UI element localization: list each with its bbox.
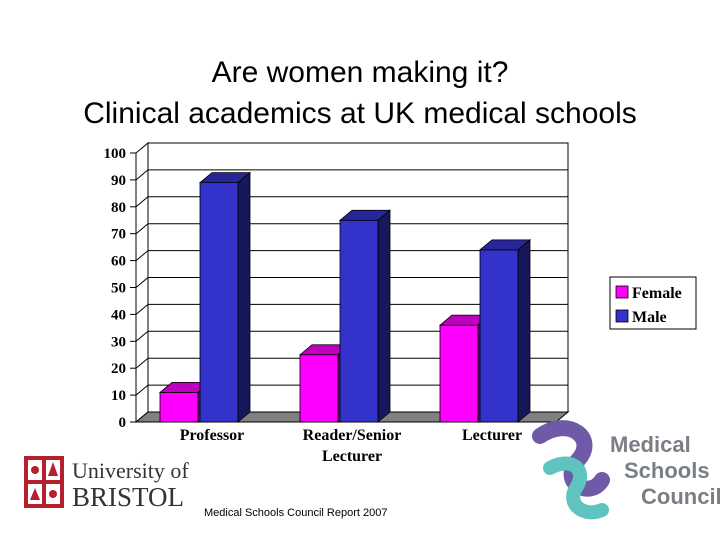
legend-label-male: Male <box>632 309 667 326</box>
y-tick-label: 70 <box>111 227 126 243</box>
gridline-side <box>135 250 149 261</box>
source-note: Medical Schools Council Report 2007 <box>204 507 388 519</box>
bar-male-1 <box>338 209 392 423</box>
bristol-logo-line2: BRISTOL <box>72 482 184 510</box>
gridline-side <box>135 196 149 208</box>
bristol-logo-line1: University of <box>72 458 189 483</box>
y-tick-label: 20 <box>111 361 126 377</box>
bar-front <box>299 354 339 423</box>
y-tick-label: 90 <box>111 173 126 189</box>
bar-side <box>237 171 251 423</box>
y-tick-label: 10 <box>111 388 126 404</box>
gridline-side <box>135 223 149 235</box>
bar-front <box>199 182 239 423</box>
university-of-bristol-logo: University of BRISTOL <box>24 456 189 510</box>
x-category-label: Lecturer <box>322 448 382 465</box>
x-axis-labels: Professor Reader/Senior Lecturer Lecturer <box>180 427 522 465</box>
legend-swatch-male <box>615 309 629 323</box>
bar-front <box>339 219 379 423</box>
y-axis-ticks: 0 10 20 30 40 50 60 70 80 90 100 <box>104 146 136 431</box>
y-tick-label: 0 <box>119 415 127 431</box>
y-tick-label: 40 <box>111 307 126 323</box>
legend-label-female: Female <box>632 285 682 302</box>
bar-side <box>377 209 391 423</box>
bar-front <box>479 249 519 423</box>
bar-male-2 <box>478 238 532 423</box>
chart-bars <box>158 171 532 423</box>
bar-front <box>159 392 199 423</box>
y-tick-label: 50 <box>111 281 126 297</box>
y-tick-label: 60 <box>111 254 126 270</box>
msc-logo-line2: Schools <box>624 458 710 483</box>
page-subtitle: Clinical academics at UK medical schools <box>83 97 637 130</box>
bar-front <box>439 324 479 423</box>
msc-logo-line1: Medical <box>610 432 691 457</box>
x-category-label: Reader/Senior <box>303 427 402 444</box>
chart-legend: Female Male <box>609 276 697 330</box>
page-title: Are women making it? <box>211 56 509 89</box>
medical-schools-council-logo: Medical Schools Council <box>528 418 720 528</box>
gridline-side <box>135 357 149 369</box>
gridline-side <box>135 384 149 396</box>
gridline-side <box>135 304 149 315</box>
gridline-side <box>135 277 149 288</box>
bar-side <box>517 238 531 423</box>
msc-logo-line3: Council <box>641 484 720 509</box>
legend-swatch-female <box>615 285 629 299</box>
x-category-label: Professor <box>180 427 245 444</box>
gridline-side <box>135 169 149 181</box>
y-tick-label: 30 <box>111 334 126 350</box>
y-tick-label: 100 <box>104 146 127 162</box>
y-tick-label: 80 <box>111 200 126 216</box>
bar-male-0 <box>198 171 252 423</box>
x-category-label: Lecturer <box>462 427 522 444</box>
gridline-side <box>135 330 149 342</box>
